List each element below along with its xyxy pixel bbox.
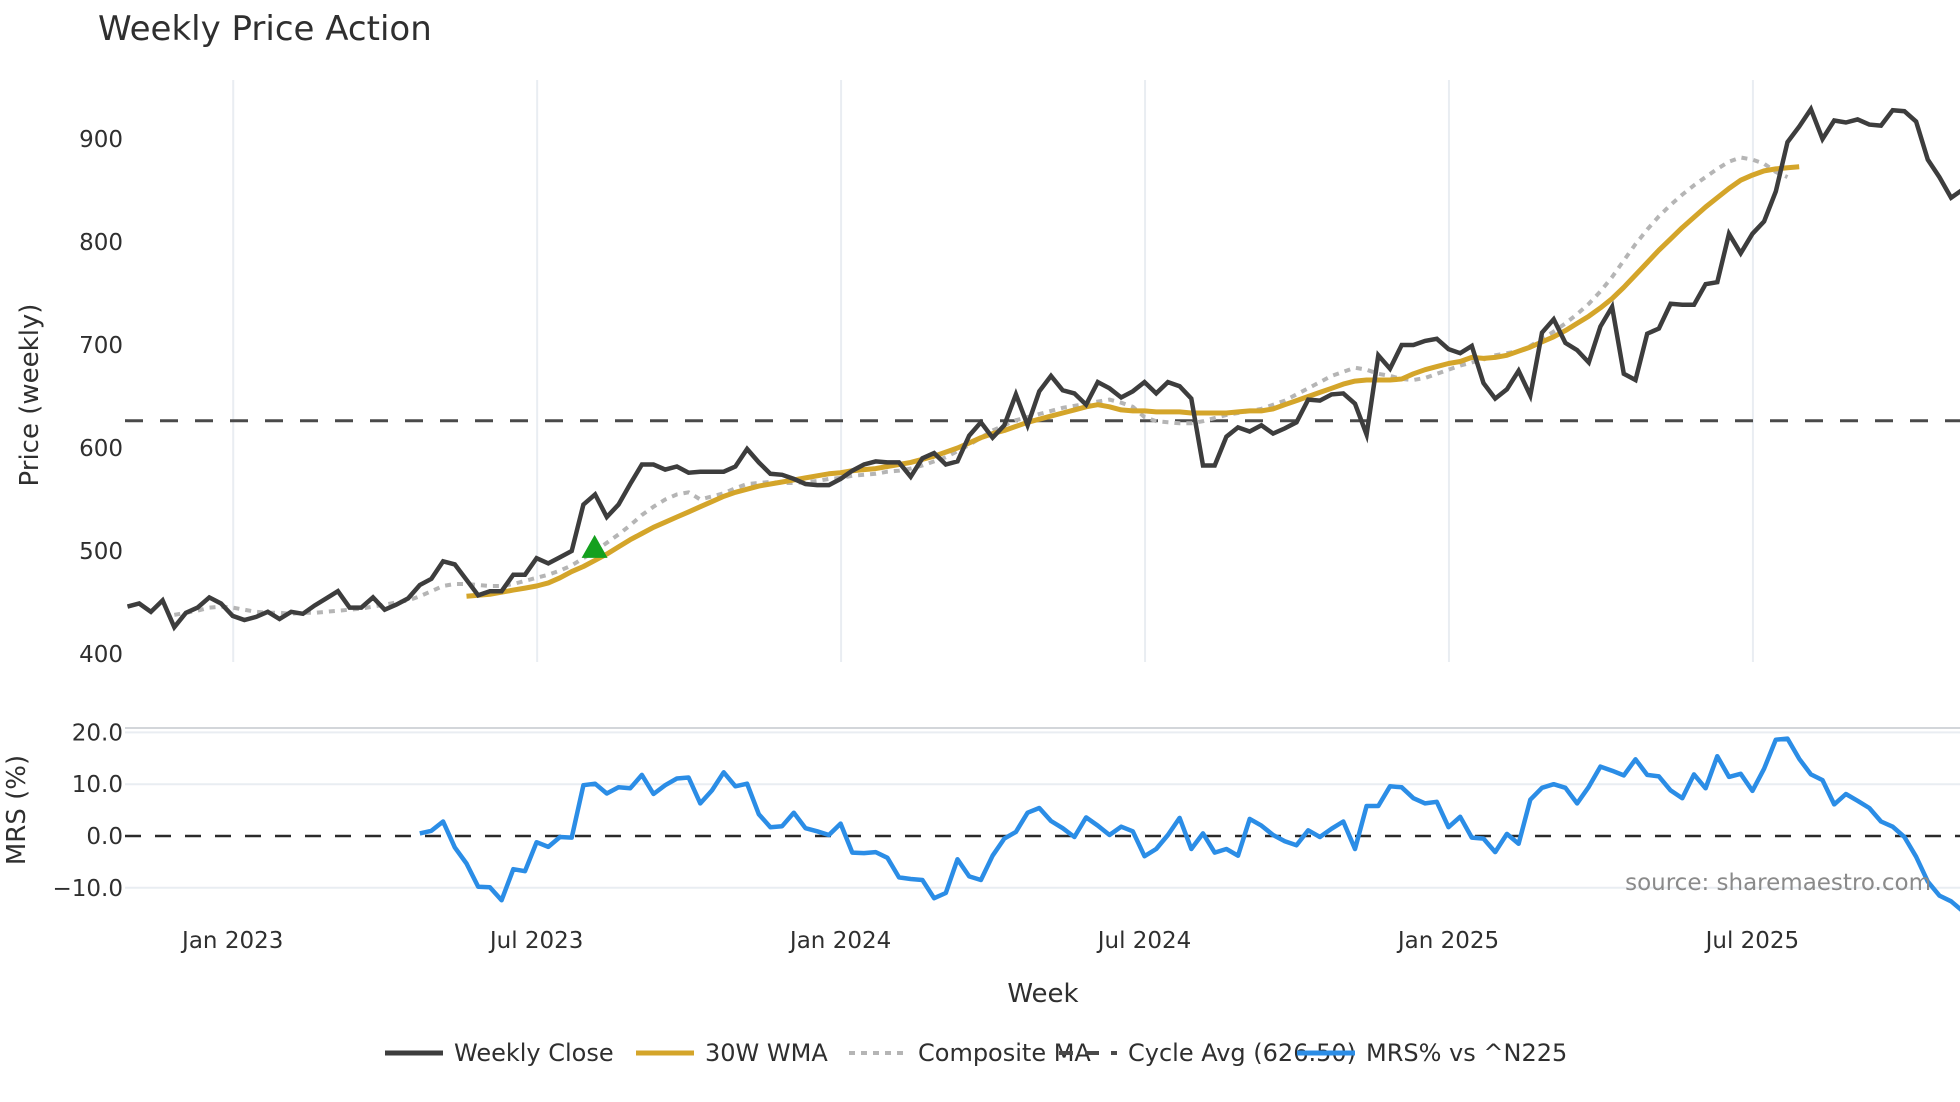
- x-tick-label: Jul 2025: [1704, 928, 1800, 954]
- wma-30w-line: [466, 164, 1800, 599]
- mrs-grid: [125, 731, 1960, 889]
- buy-signal-triangle-icon: [581, 534, 608, 558]
- x-tick-label: Jul 2024: [1096, 928, 1192, 954]
- mrs-series: [419, 736, 1960, 912]
- x-axis-title: Week: [1007, 979, 1078, 1009]
- legend-item[interactable]: 30W WMA: [636, 1039, 828, 1067]
- buy-signal-marker-group: [581, 534, 608, 558]
- legend-label: MRS% vs ^N225: [1366, 1039, 1567, 1067]
- legend-item[interactable]: Composite MA: [849, 1039, 1091, 1067]
- price-y-tick-label: 500: [79, 539, 123, 565]
- price-y-tick-label: 400: [79, 642, 123, 668]
- price-y-tick-label: 900: [79, 127, 123, 153]
- source-label: source: sharemaestro.com: [1625, 870, 1931, 896]
- price-y-tick-label: 600: [79, 436, 123, 462]
- legend-label: 30W WMA: [705, 1039, 828, 1067]
- legend-label: Weekly Close: [454, 1039, 614, 1067]
- mrs-y-tick-label: 10.0: [72, 772, 123, 798]
- weekly-close-line: [126, 104, 1960, 632]
- chart-title: Weekly Price Action: [98, 9, 432, 49]
- price-y-tick-label: 700: [79, 333, 123, 359]
- x-tick-label: Jan 2025: [1396, 928, 1499, 954]
- x-axis-ticks: Jan 2023 Jul 2023 Jan 2024 Jul 2024 Jan 2025…: [180, 928, 1799, 954]
- legend-item[interactable]: MRS% vs ^N225: [1297, 1039, 1567, 1067]
- composite-ma-line: [173, 155, 1789, 617]
- x-tick-label: Jan 2024: [788, 928, 891, 954]
- price-y-axis-title: Price (weekly): [15, 304, 45, 487]
- price-y-ticks: 400 500 600 700 800 900: [79, 127, 123, 668]
- legend: Weekly Close 30W WMA Composite MA Cycle Avg…: [385, 1039, 1567, 1067]
- mrs-y-axis-title: MRS (%): [2, 755, 32, 865]
- mrs-y-ticks: −10.0 0.0 10.0 20.0: [53, 720, 123, 901]
- mrs-y-tick-label: 20.0: [72, 720, 123, 746]
- price-series: [125, 104, 1960, 632]
- price-y-tick-label: 800: [79, 230, 123, 256]
- mrs-y-tick-label: −10.0: [53, 876, 123, 902]
- mrs-y-tick-label: 0.0: [86, 824, 123, 850]
- x-tick-label: Jul 2023: [488, 928, 584, 954]
- x-tick-label: Jan 2023: [180, 928, 283, 954]
- legend-item[interactable]: Weekly Close: [385, 1039, 614, 1067]
- mrs-line: [419, 736, 1960, 912]
